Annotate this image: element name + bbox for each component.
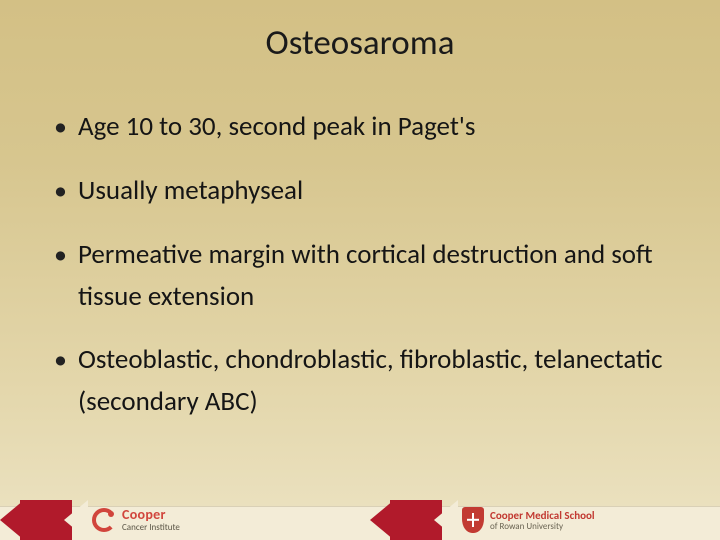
footer-ribbon-left: Cooper Cancer Institute (0, 500, 180, 540)
cms-logo: Cooper Medical School of Rowan Universit… (458, 500, 595, 540)
bullet-list: Age 10 to 30, second peak in Paget's Usu… (0, 64, 720, 423)
bullet-item: Age 10 to 30, second peak in Paget's (48, 106, 672, 148)
bullet-item: Osteoblastic, chondroblastic, fibroblast… (48, 339, 672, 423)
bullet-item: Usually metaphyseal (48, 170, 672, 212)
chevron-white-icon (434, 500, 458, 540)
slide: Osteosaroma Age 10 to 30, second peak in… (0, 0, 720, 540)
slide-title: Osteosaroma (0, 0, 720, 64)
bullet-item: Permeative margin with cortical destruct… (48, 234, 672, 318)
footer-ribbon-right: Cooper Medical School of Rowan Universit… (370, 500, 595, 540)
chevron-white-icon (64, 500, 88, 540)
cms-line1: Cooper Medical School (490, 510, 595, 521)
cooper-brand: Cooper (122, 508, 180, 522)
cooper-text: Cooper Cancer Institute (122, 508, 180, 532)
cooper-sub: Cancer Institute (122, 523, 180, 532)
cooper-logo: Cooper Cancer Institute (88, 500, 180, 540)
cms-line2: of Rowan University (490, 522, 595, 531)
shield-icon (462, 507, 484, 533)
cms-text: Cooper Medical School of Rowan Universit… (490, 510, 595, 531)
slide-footer: Cooper Cancer Institute Cooper Medical S… (0, 496, 720, 540)
cooper-c-icon (92, 508, 116, 532)
